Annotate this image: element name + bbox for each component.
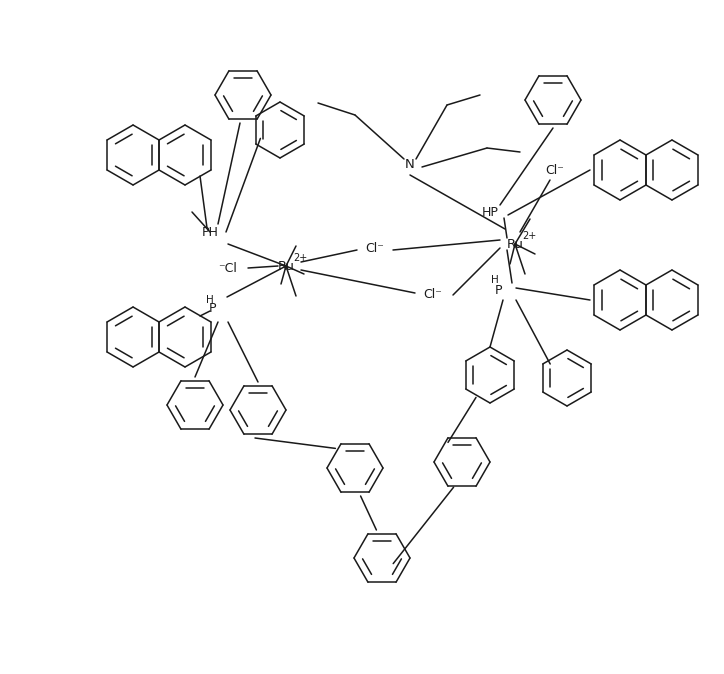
Text: Cl⁻: Cl⁻ — [424, 288, 442, 301]
Text: 2+: 2+ — [522, 231, 536, 241]
Text: 2+: 2+ — [293, 253, 307, 263]
Text: P: P — [209, 303, 216, 315]
Text: H: H — [491, 275, 499, 285]
Text: N: N — [405, 158, 415, 171]
Text: Ru: Ru — [507, 237, 523, 251]
Text: Cl⁻: Cl⁻ — [546, 164, 565, 177]
Text: PH: PH — [201, 226, 219, 239]
Text: Ru: Ru — [277, 259, 295, 272]
Text: HP: HP — [481, 206, 498, 220]
Text: ⁻Cl: ⁻Cl — [219, 262, 237, 274]
Text: Cl⁻: Cl⁻ — [366, 241, 384, 255]
Text: P: P — [495, 284, 502, 297]
Text: H: H — [206, 295, 214, 305]
